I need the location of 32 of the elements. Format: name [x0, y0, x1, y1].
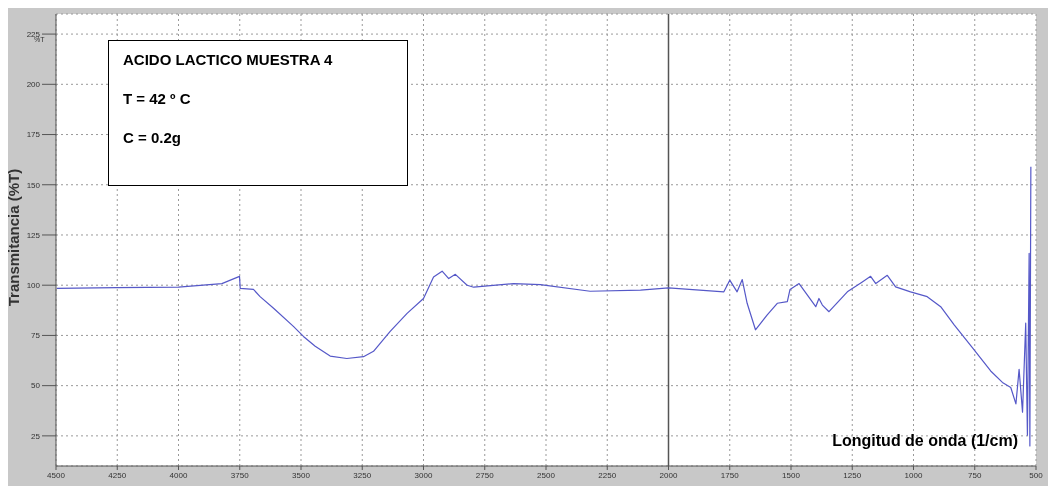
- y-tick-label: 25: [31, 431, 41, 441]
- x-tick-label: 3000: [414, 470, 433, 480]
- annotation: T = 42 º C: [123, 90, 192, 107]
- y-tick-label: 50: [31, 381, 41, 391]
- y-axis-title: Transmitancia (%T): [5, 168, 23, 306]
- y-tick-label: 175: [26, 130, 41, 140]
- x-tick-label: 750: [968, 470, 982, 480]
- x-tick-label: 2250: [598, 470, 617, 480]
- line-series: [56, 166, 1032, 447]
- x-tick-label: 3250: [353, 470, 372, 480]
- x-tick-label: 4500: [47, 470, 66, 480]
- y-tick-label: 125: [26, 230, 41, 240]
- x-tick-label: 3500: [292, 470, 311, 480]
- x-tick-label: 1000: [904, 470, 923, 480]
- x-tick-label: 1500: [782, 470, 801, 480]
- x-tick-label: 2750: [475, 470, 495, 480]
- note-frame: ACIDO LACTICO MUESTRA 4 T = 42 º C C = 0.2g: [108, 40, 408, 186]
- x-tick-label: 3750: [230, 470, 250, 480]
- y-tick-label: 200: [26, 80, 41, 90]
- x-axis-title: Longitud de onda (1/cm): [832, 432, 1018, 450]
- x-tick-label: 4000: [169, 470, 188, 480]
- y-tick-label: 150: [26, 180, 41, 190]
- x-tick-label: 2000: [659, 470, 678, 480]
- annotation: C = 0.2g: [123, 129, 182, 146]
- x-tick-label: 1250: [843, 470, 862, 480]
- y-tick-label: 75: [31, 331, 41, 341]
- x-tick-label: 1750: [720, 470, 740, 480]
- annotation: ACIDO LACTICO MUESTRA 4: [123, 51, 334, 68]
- x-tick-label: 2500: [537, 470, 556, 480]
- y-tick-label: 100: [26, 281, 41, 291]
- x-tick-label: 500: [1029, 470, 1044, 480]
- x-tick-label: 4250: [108, 470, 127, 480]
